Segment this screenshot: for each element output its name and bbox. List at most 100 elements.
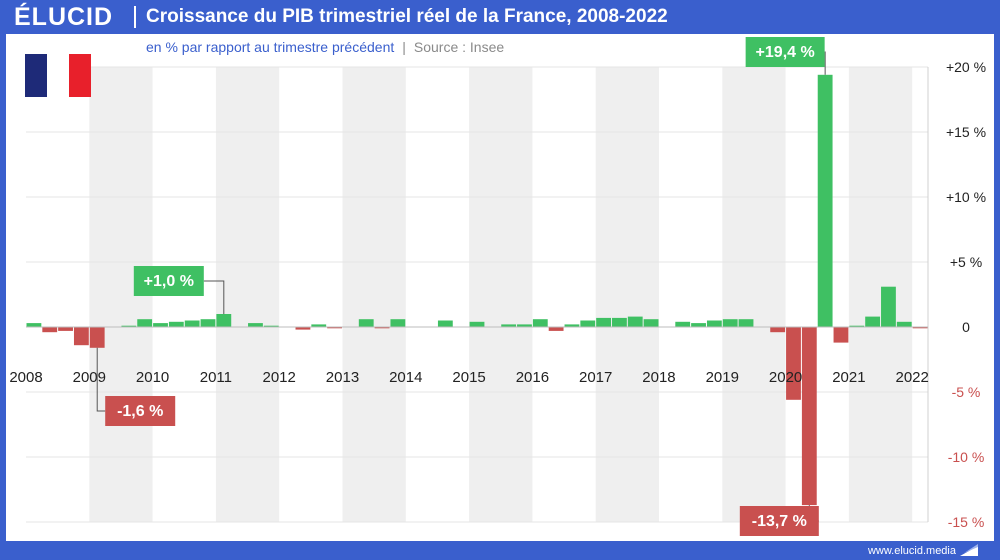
x-tick-label: 2012 [263, 369, 296, 386]
bar [532, 319, 548, 327]
bar [374, 327, 390, 329]
bar [612, 317, 627, 327]
bar [912, 327, 928, 329]
y-tick-label: 0 [962, 319, 970, 335]
year-band [215, 67, 280, 522]
x-tick-label: 2008 [9, 369, 42, 386]
year-band [848, 67, 913, 522]
y-tick-label: +15 % [946, 124, 986, 140]
x-tick-label: 2013 [326, 369, 359, 386]
year-band [722, 67, 786, 522]
bar [437, 320, 453, 327]
bar [896, 321, 912, 327]
bar [517, 324, 532, 327]
chart-panel: 2008 2009 2010 2011 2012 2013 2014 2015 2016 2017… [6, 34, 994, 541]
bar [564, 324, 580, 327]
annotation-box [105, 396, 176, 426]
x-tick-label: 2014 [389, 369, 422, 386]
subtitle-text: en % par rapport au trimestre précédent [146, 39, 394, 55]
bar [248, 323, 263, 327]
elucid-logo: ÉLUCID [14, 3, 114, 31]
bar [675, 321, 691, 327]
annotation-leader [96, 347, 106, 412]
bar [184, 320, 200, 327]
annotation-label: +1,0 % [144, 273, 194, 290]
bar [26, 323, 42, 327]
bar [786, 327, 801, 400]
header-bar: ÉLUCID Croissance du PIB trimestriel rée… [0, 0, 1000, 34]
x-tick-label: 2011 [200, 369, 232, 386]
bar [801, 327, 817, 506]
bar [327, 327, 342, 329]
bar [691, 323, 706, 327]
bar [73, 327, 89, 346]
footer-url[interactable]: www.elucid.media [867, 545, 956, 557]
x-tick-label: 2019 [706, 369, 739, 386]
bar [137, 319, 153, 327]
chart-svg: 2008 2009 2010 2011 2012 2013 2014 2015 2016 2017… [9, 37, 986, 536]
chart-title: Croissance du PIB trimestriel réel de la… [146, 6, 668, 27]
y-tick-label: -15 % [948, 514, 985, 530]
x-tick-label: 2022 [895, 369, 928, 386]
bar [58, 327, 73, 331]
x-tick-label: 2020 [769, 369, 802, 386]
french-flag-icon [25, 54, 91, 97]
y-tick-label: -10 % [948, 449, 985, 465]
bar [722, 319, 738, 327]
bar [833, 327, 849, 343]
bar [358, 319, 374, 327]
bar [706, 320, 722, 327]
annotation-box [745, 37, 825, 67]
bar [643, 319, 659, 327]
year-band [342, 67, 406, 522]
x-tick-label: 2018 [642, 369, 675, 386]
annotation-leader [203, 280, 225, 314]
source-text: Source : Insee [414, 39, 504, 55]
annotation-label: -1,6 % [117, 403, 163, 420]
x-tick-label: 2015 [452, 369, 485, 386]
subtitle-separator: | [402, 39, 406, 55]
bar [295, 327, 311, 330]
annotation-leader [824, 51, 826, 75]
y-tick-label: +20 % [946, 59, 986, 75]
bar [263, 325, 279, 327]
bar [153, 323, 168, 327]
bar [121, 325, 137, 327]
bar [627, 316, 643, 327]
x-tick-label: 2021 [832, 369, 865, 386]
bar [89, 327, 105, 348]
bar [42, 327, 58, 333]
x-tick-label: 2010 [136, 369, 169, 386]
y-tick-label: +5 % [950, 254, 982, 270]
bar [390, 319, 406, 327]
bar [596, 317, 612, 327]
annotation-label: -13,7 % [752, 513, 807, 530]
x-tick-label: 2017 [579, 369, 612, 386]
bar [548, 327, 564, 331]
bar [469, 321, 485, 327]
chart-subtitle: en % par rapport au trimestre précédent |… [146, 39, 504, 55]
annotation-box [739, 506, 819, 536]
annotation-label: +19,4 % [756, 44, 815, 61]
bar [216, 314, 232, 327]
logo-separator [134, 6, 136, 28]
annotation-box [133, 266, 204, 296]
bar [770, 327, 786, 333]
y-tick-label: -5 % [952, 384, 981, 400]
elucid-mark-icon [960, 544, 978, 556]
bar [501, 324, 517, 327]
bar [311, 324, 327, 327]
bar [168, 321, 184, 327]
bar [580, 320, 596, 327]
bar [738, 319, 754, 327]
year-band [595, 67, 659, 522]
year-band [469, 67, 533, 522]
x-tick-label: 2009 [73, 369, 106, 386]
bar [200, 319, 216, 327]
x-tick-label: 2016 [516, 369, 549, 386]
y-tick-label: +10 % [946, 189, 986, 205]
bar [865, 316, 881, 327]
bar [881, 286, 896, 327]
bar [817, 74, 833, 327]
bar [849, 325, 865, 327]
